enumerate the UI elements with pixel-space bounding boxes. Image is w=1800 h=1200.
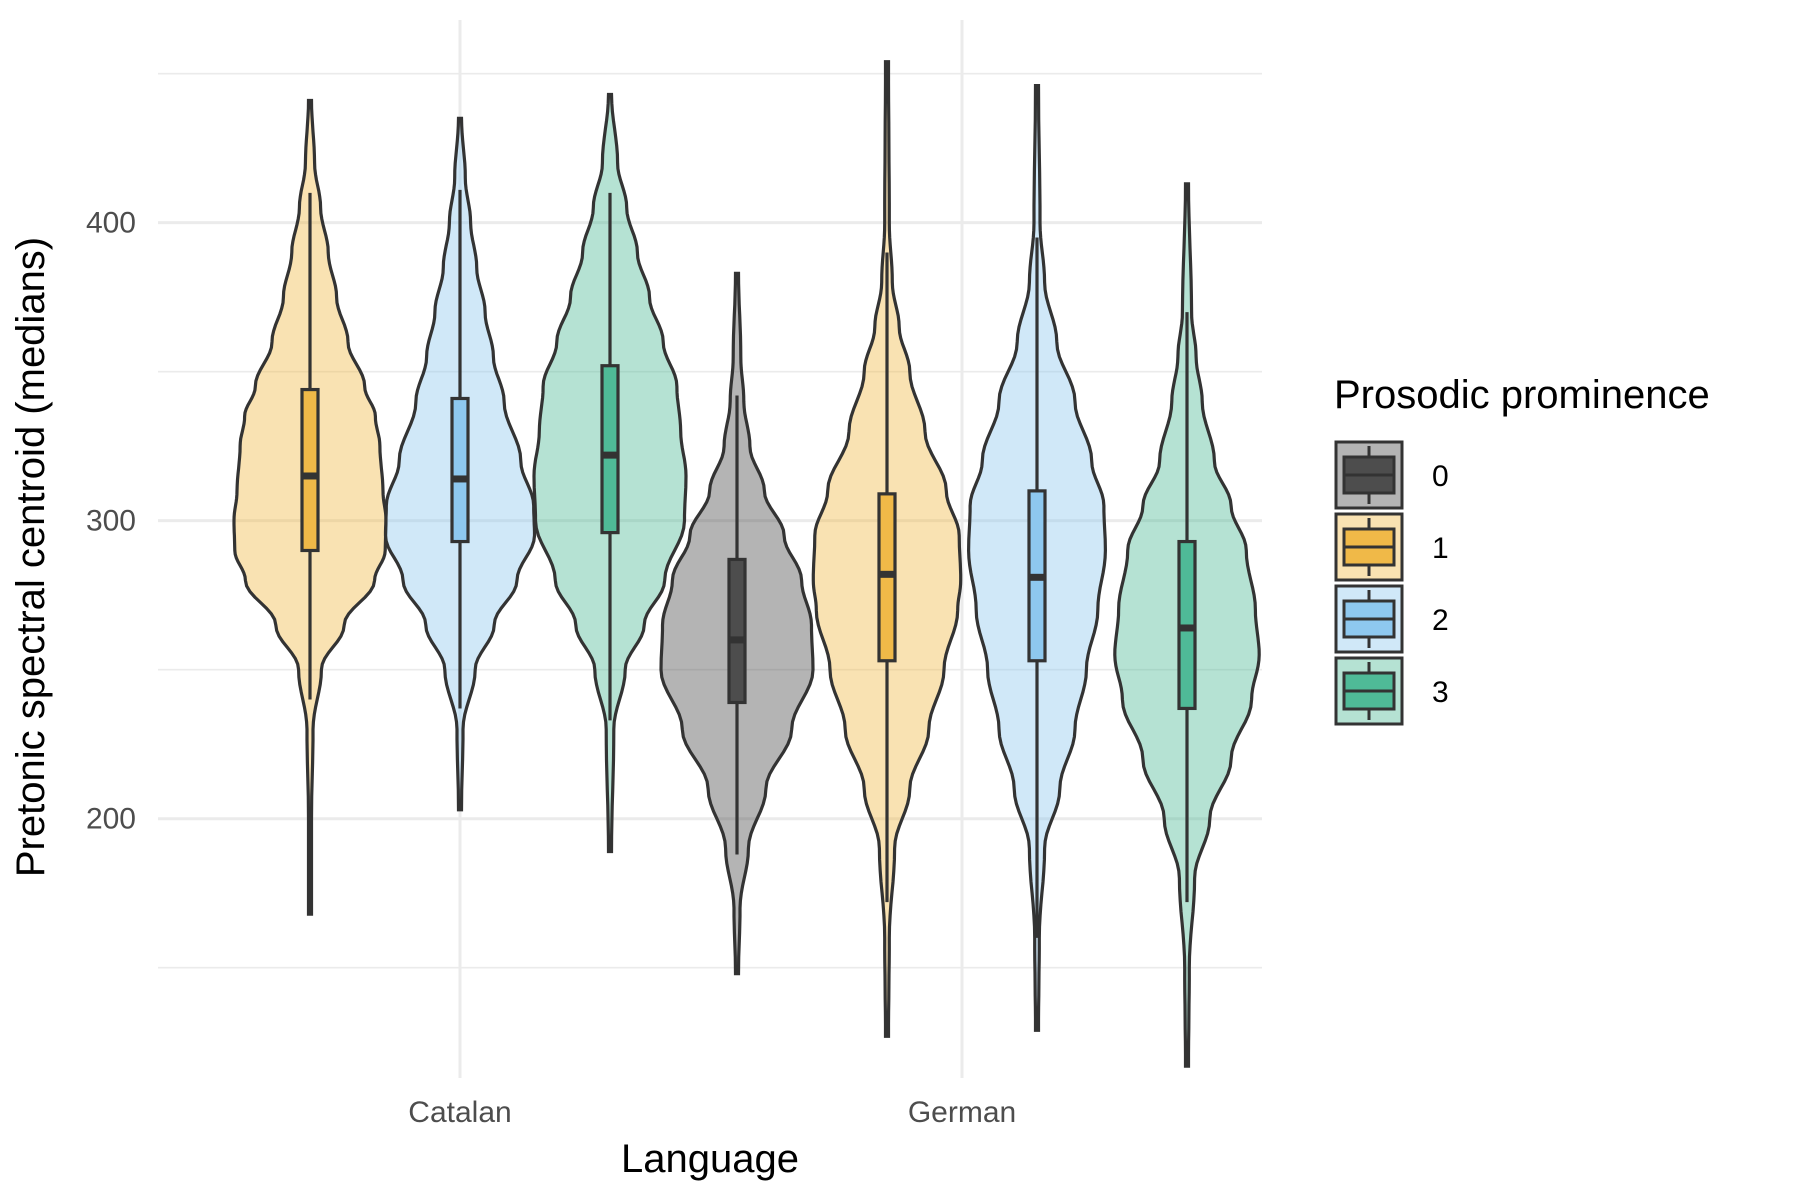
iqr-box [450,396,470,544]
legend-label: 1 [1432,532,1449,565]
legend: Prosodic prominence 0 1 2 3 [1334,373,1710,726]
x-axis-title: Language [621,1137,799,1181]
legend-title: Prosodic prominence [1334,373,1710,417]
violin-german-0 [659,271,815,976]
violin-german-1 [811,60,963,1038]
legend-label: 2 [1432,604,1449,637]
violin-catalan-2 [383,116,537,812]
legend-key-0: 0 [1334,440,1449,510]
grid [158,20,1262,1078]
y-axis-ticks: 200 300 400 [86,207,136,836]
violin-german-3 [1113,182,1261,1068]
y-axis-title: Pretonic spectral centroid (medians) [9,237,53,877]
x-tick-label: Catalan [408,1096,511,1129]
x-tick-label: German [908,1096,1016,1129]
y-tick-label: 400 [86,207,136,240]
y-tick-label: 300 [86,505,136,538]
legend-label: 3 [1432,676,1449,709]
violin-german-2 [966,84,1108,1032]
legend-key-3: 3 [1334,656,1449,726]
y-tick-label: 200 [86,803,136,836]
x-axis-ticks: Catalan German [408,1096,1016,1129]
iqr-box [300,387,320,553]
legend-key-1: 1 [1334,512,1449,582]
iqr-box [600,364,620,535]
iqr-box [727,557,747,705]
legend-key-2: 2 [1334,584,1449,654]
legend-label: 0 [1432,460,1449,493]
violin-catalan-3 [532,92,688,854]
violin-catalan-1 [232,98,388,916]
legend-keys: 0 1 2 3 [1334,440,1449,726]
violins [232,60,1261,1068]
